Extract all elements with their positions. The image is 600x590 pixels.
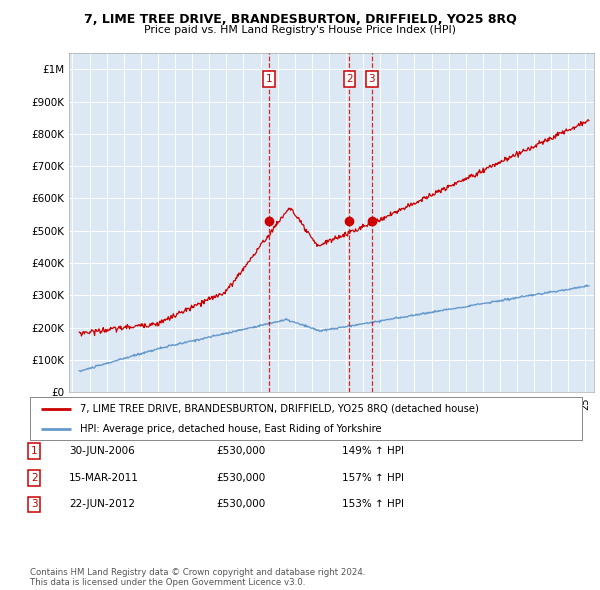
- Text: Price paid vs. HM Land Registry's House Price Index (HPI): Price paid vs. HM Land Registry's House …: [144, 25, 456, 35]
- Text: HPI: Average price, detached house, East Riding of Yorkshire: HPI: Average price, detached house, East…: [80, 424, 382, 434]
- Text: 2: 2: [31, 473, 38, 483]
- Text: £530,000: £530,000: [216, 500, 265, 509]
- Text: 7, LIME TREE DRIVE, BRANDESBURTON, DRIFFIELD, YO25 8RQ (detached house): 7, LIME TREE DRIVE, BRANDESBURTON, DRIFF…: [80, 404, 479, 414]
- Text: £530,000: £530,000: [216, 473, 265, 483]
- Text: 2: 2: [346, 74, 353, 84]
- Text: £530,000: £530,000: [216, 447, 265, 456]
- Text: 7, LIME TREE DRIVE, BRANDESBURTON, DRIFFIELD, YO25 8RQ: 7, LIME TREE DRIVE, BRANDESBURTON, DRIFF…: [83, 13, 517, 26]
- Text: 149% ↑ HPI: 149% ↑ HPI: [342, 447, 404, 456]
- Text: 15-MAR-2011: 15-MAR-2011: [69, 473, 139, 483]
- Text: 3: 3: [368, 74, 375, 84]
- Text: 157% ↑ HPI: 157% ↑ HPI: [342, 473, 404, 483]
- Text: 1: 1: [31, 447, 38, 456]
- Text: 153% ↑ HPI: 153% ↑ HPI: [342, 500, 404, 509]
- Text: 30-JUN-2006: 30-JUN-2006: [69, 447, 135, 456]
- Text: 1: 1: [266, 74, 272, 84]
- Text: Contains HM Land Registry data © Crown copyright and database right 2024.
This d: Contains HM Land Registry data © Crown c…: [30, 568, 365, 587]
- Text: 22-JUN-2012: 22-JUN-2012: [69, 500, 135, 509]
- Text: 3: 3: [31, 500, 38, 509]
